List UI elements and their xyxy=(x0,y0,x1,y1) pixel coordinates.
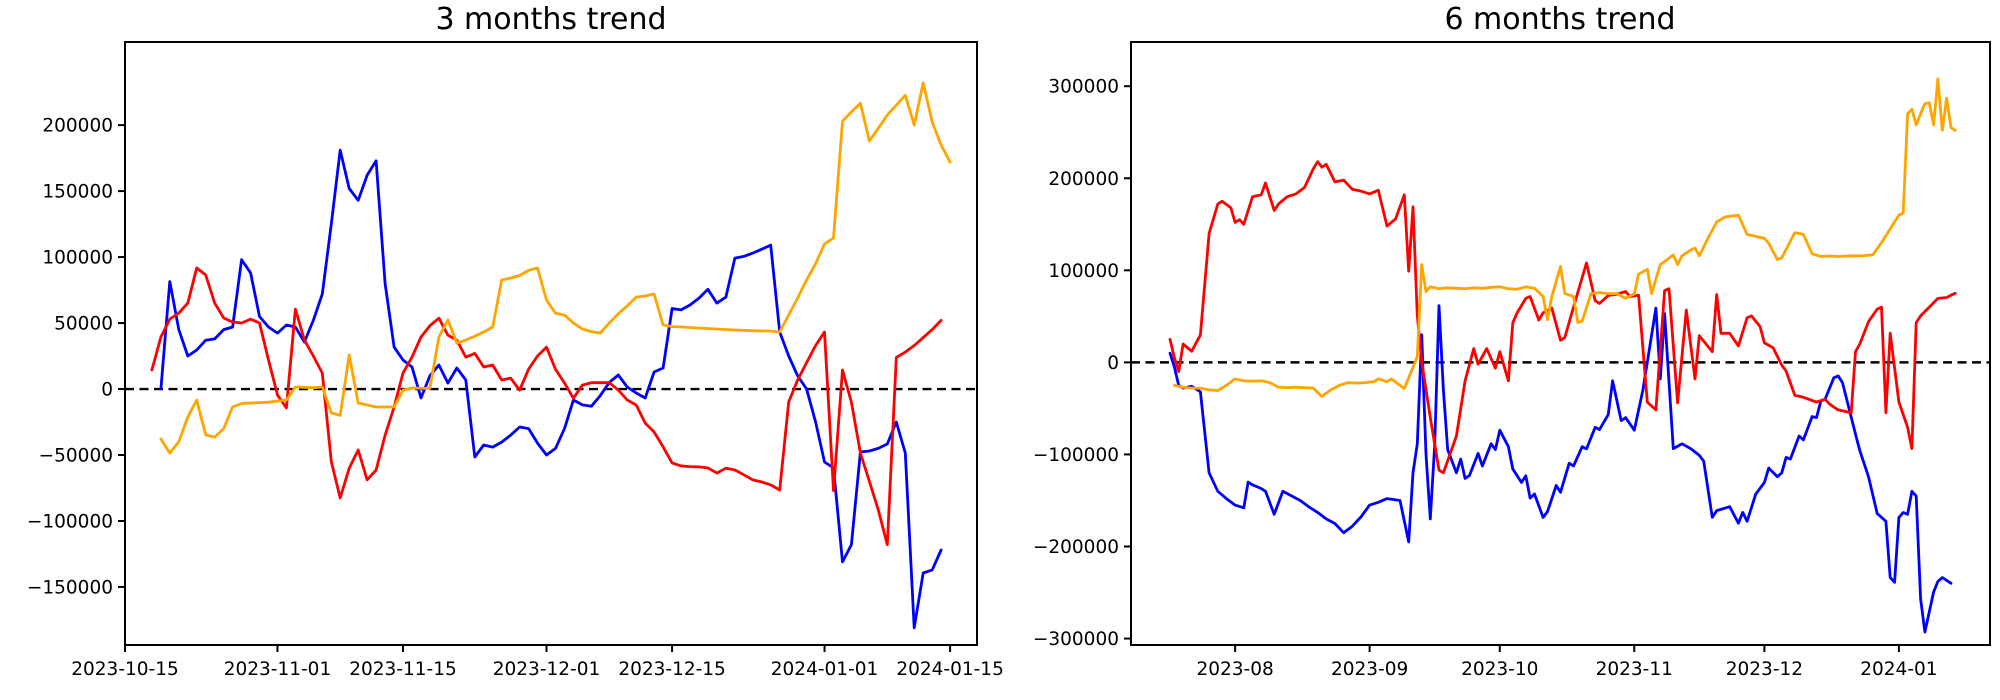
y-tick-label: −100000 xyxy=(1033,445,1119,466)
y-tick-label: −150000 xyxy=(27,577,113,598)
x-tick-label: 2023-11-01 xyxy=(224,659,332,680)
y-tick-label: −100000 xyxy=(27,511,113,532)
x-tick-label: 2024-01-01 xyxy=(771,659,879,680)
x-tick-label: 2023-09 xyxy=(1331,659,1408,680)
series-line-blue xyxy=(1168,304,1953,634)
chart-6-months-trend: 2023-08 2023-09 2023-10 2023-11 2023-12 2024-… xyxy=(1033,41,1991,680)
chart-title-6-months: 6 months trend xyxy=(1444,2,1676,37)
y-tick-label: −300000 xyxy=(1033,629,1119,650)
y-tick-label: 150000 xyxy=(42,182,113,203)
axes-box xyxy=(124,41,978,646)
x-tick-label: 2023-10-15 xyxy=(71,659,179,680)
x-tick-label: 2023-08 xyxy=(1196,659,1273,680)
x-tick-label: 2023-11 xyxy=(1596,659,1673,680)
series-line-orange xyxy=(159,81,952,455)
chart-title-3-months: 3 months trend xyxy=(435,2,667,37)
axes-box xyxy=(1130,41,1991,646)
x-tick-label: 2023-10 xyxy=(1461,659,1538,680)
series-line-blue xyxy=(159,148,943,630)
series-line-red xyxy=(1168,160,1957,475)
x-tick-label: 2024-01 xyxy=(1860,659,1937,680)
y-tick-label: 0 xyxy=(1107,353,1119,374)
y-tick-label: 100000 xyxy=(42,248,113,269)
y-tick-label: 50000 xyxy=(54,314,113,335)
y-tick-label: 0 xyxy=(101,380,113,401)
y-tick-label: −50000 xyxy=(39,445,113,466)
series-line-orange xyxy=(1173,77,1957,398)
chart-3-months-trend: 2023-10-15 2023-11-01 2023-11-15 2023-12-01… xyxy=(27,41,1004,680)
x-tick-label: 2024-01-15 xyxy=(896,659,1004,680)
x-tick-label: 2023-11-15 xyxy=(349,659,457,680)
x-tick-label: 2023-12-15 xyxy=(618,659,726,680)
y-tick-label: 300000 xyxy=(1048,77,1119,98)
y-tick-label: 100000 xyxy=(1048,261,1119,282)
x-tick-label: 2023-12 xyxy=(1726,659,1803,680)
y-tick-label: −200000 xyxy=(1033,537,1119,558)
series-line-red xyxy=(150,266,943,547)
x-tick-label: 2023-12-01 xyxy=(493,659,601,680)
y-tick-label: 200000 xyxy=(1048,169,1119,190)
y-tick-label: 200000 xyxy=(42,116,113,137)
